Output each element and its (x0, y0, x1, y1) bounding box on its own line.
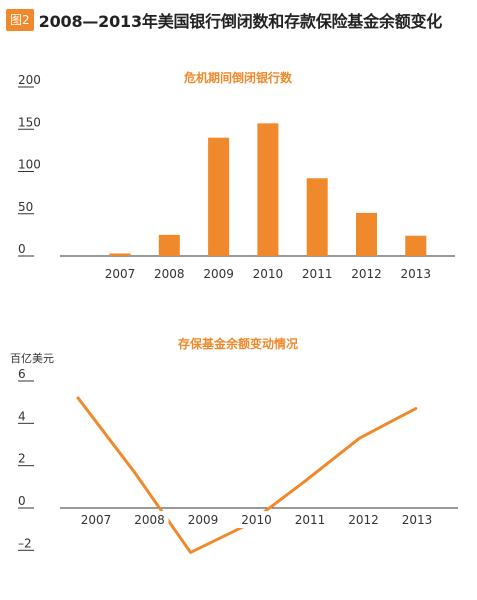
line-x-label-bg (344, 511, 383, 528)
line-x-tick-label: 2012 (348, 513, 379, 527)
line-x-label-bg (398, 511, 436, 528)
line-x-tick-label: 2010 (241, 513, 272, 527)
line-x-tick-label: 2008 (134, 513, 165, 527)
bar-x-tick-label: 2013 (401, 267, 432, 281)
bar-y-tick-label: 50 (18, 200, 33, 214)
bar-2011 (306, 178, 328, 256)
bar-2012 (356, 212, 377, 256)
figure-header: 图2 2008—2013年美国银行倒闭数和存款保险基金余额变化 (6, 6, 442, 34)
line-y-tick-label: 0 (18, 494, 26, 508)
line-x-label-bg (184, 511, 222, 528)
line-x-label-bg (130, 511, 169, 528)
line-series (76, 396, 418, 554)
line-x-tick-label: 2013 (402, 513, 433, 527)
bar-2013 (405, 235, 427, 256)
bar-2008 (158, 234, 180, 256)
line-y-tick-label: 2 (18, 452, 26, 466)
bar-x-tick-label: 2011 (302, 267, 333, 281)
line-x-label-bg (77, 511, 115, 528)
bar-y-tick-label: 100 (18, 158, 41, 172)
figure-title: 2008—2013年美国银行倒闭数和存款保险基金余额变化 (38, 12, 443, 31)
bar-x-tick-label: 2009 (203, 267, 234, 281)
line-x-label-bg (291, 511, 329, 528)
bar-x-tick-label: 2010 (253, 267, 284, 281)
line-y-tick-label: 6 (18, 367, 26, 381)
line-y-unit-label: 百亿美元 (10, 352, 54, 365)
line-chart-title: 存保基金余额变动情况 (177, 336, 298, 351)
bar-y-tick-label: 200 (18, 73, 41, 87)
figure-badge: 图2 (6, 9, 34, 31)
bar-2007 (109, 253, 131, 256)
line-y-tick-label: 4 (18, 409, 26, 423)
bar-chart-title: 危机期间倒闭银行数 (183, 70, 293, 85)
bar-x-tick-label: 2012 (351, 267, 382, 281)
line-y-tick-label: –2 (18, 536, 32, 550)
line-x-tick-label: 2007 (81, 513, 112, 527)
line-x-tick-label: 2011 (295, 513, 326, 527)
bar-x-tick-label: 2008 (154, 267, 185, 281)
bar-x-tick-label: 2007 (105, 267, 136, 281)
bar-y-tick-label: 0 (18, 242, 26, 256)
line-x-label-bg (237, 511, 276, 528)
line-x-tick-label: 2009 (188, 513, 219, 527)
bar-2009 (208, 137, 230, 256)
bar-y-tick-label: 150 (18, 115, 41, 129)
bar-2010 (257, 123, 279, 257)
